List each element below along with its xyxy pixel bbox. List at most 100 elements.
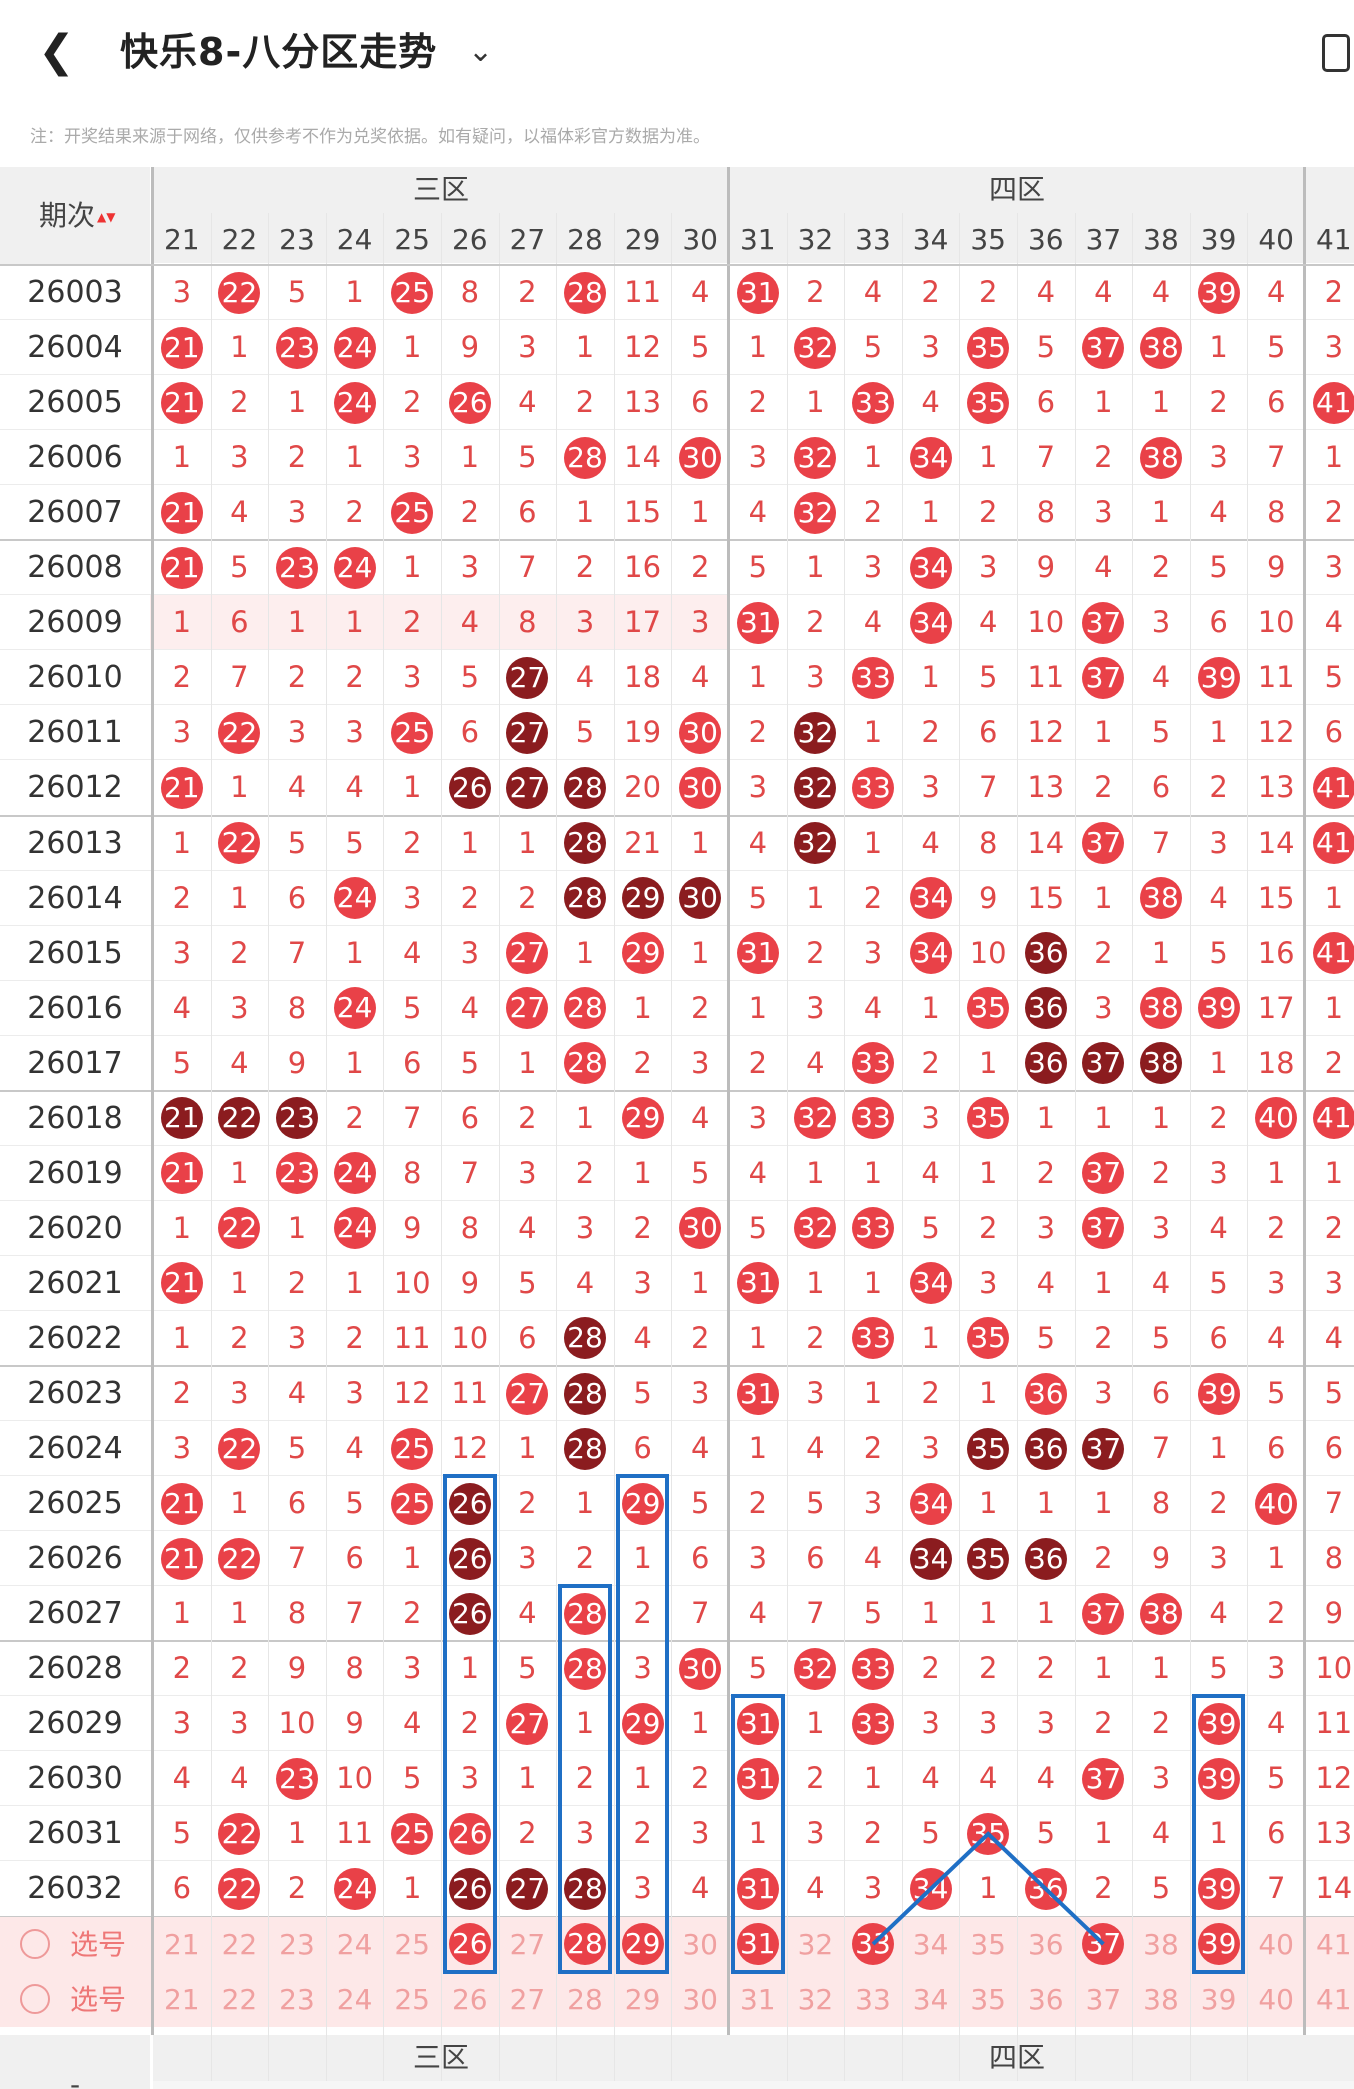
select-label[interactable]: 选号 [70, 1982, 127, 2016]
omission-count: 3 [172, 715, 192, 750]
drawn-number-ball: 21 [160, 766, 203, 809]
select-radio[interactable] [20, 1983, 50, 2014]
omission-count: 4 [748, 1155, 768, 1190]
omission-count: 1 [1094, 1651, 1113, 1686]
omission-count: 14 [1315, 1871, 1353, 1906]
omission-count: 4 [690, 1100, 710, 1135]
drawn-number-ball: 26 [448, 1812, 491, 1855]
drawn-number-ball: 27 [506, 1867, 549, 1910]
select-number[interactable]: 41 [1315, 1982, 1352, 2016]
select-number[interactable]: 24 [336, 1982, 373, 2016]
select-number[interactable]: 32 [797, 1982, 834, 2016]
select-number[interactable]: 30 [682, 1982, 718, 2016]
selected-number-ball[interactable]: 31 [736, 1923, 779, 1966]
select-number[interactable]: 39 [1200, 1982, 1237, 2016]
omission-count: 2 [287, 1871, 307, 1906]
row-divider [0, 1365, 1354, 1367]
select-number[interactable]: 35 [970, 1982, 1006, 2016]
drawn-number-ball: 28 [564, 1317, 606, 1360]
drawn-number-ball: 23 [276, 1152, 318, 1195]
device-icon[interactable] [1322, 34, 1350, 72]
select-number[interactable]: 27 [509, 1927, 546, 1961]
omission-count: 10 [1257, 605, 1295, 640]
omission-count: 2 [230, 1320, 249, 1355]
row-divider [0, 1254, 1354, 1256]
select-number[interactable]: 22 [221, 1927, 258, 1961]
select-number[interactable]: 23 [279, 1982, 315, 2016]
select-number[interactable]: 36 [1027, 1927, 1064, 1961]
omission-count: 1 [1151, 935, 1171, 970]
row-divider [0, 704, 1354, 706]
omission-count: 14 [1257, 825, 1295, 860]
drawn-number-ball: 33 [852, 1207, 894, 1250]
select-number[interactable]: 29 [624, 1982, 661, 2016]
select-number[interactable]: 26 [451, 1982, 488, 2016]
selected-number-ball[interactable]: 33 [852, 1923, 894, 1966]
back-arrow-icon[interactable]: ❮ [38, 26, 75, 77]
select-number[interactable]: 25 [394, 1982, 430, 2016]
select-number[interactable]: 28 [567, 1982, 603, 2016]
select-number[interactable]: 40 [1258, 1982, 1294, 2016]
select-number[interactable]: 27 [509, 1982, 546, 2016]
omission-count: 3 [633, 1651, 652, 1686]
drawn-number-ball: 33 [852, 766, 894, 809]
select-number[interactable]: 41 [1315, 1927, 1352, 1961]
selected-number-ball[interactable]: 37 [1082, 1923, 1125, 1966]
omission-count: 5 [1266, 1761, 1286, 1796]
omission-count: 3 [1151, 605, 1171, 640]
select-number[interactable]: 24 [336, 1927, 373, 1961]
drawn-number-ball: 29 [621, 1482, 664, 1525]
select-number[interactable]: 21 [163, 1927, 200, 1961]
column-divider [210, 213, 212, 2081]
select-number[interactable]: 34 [912, 1982, 949, 2016]
omission-count: 2 [518, 880, 537, 915]
omission-count: 4 [921, 1761, 940, 1796]
omission-count: 15 [1257, 880, 1295, 915]
select-number[interactable]: 38 [1143, 1982, 1179, 2016]
omission-count: 1 [806, 1706, 825, 1741]
column-number: 25 [383, 213, 441, 263]
drawn-number-ball: 28 [564, 766, 606, 809]
select-number[interactable]: 30 [682, 1927, 718, 1961]
omission-count: 4 [230, 1045, 249, 1080]
select-label[interactable]: 选号 [70, 1927, 127, 1961]
drawn-number-ball: 25 [391, 491, 434, 534]
trend-table: 期次 ▲▼ 三区 四区 21 22 23 24 25 26 27 28 29 30 31 32 33 34 35 36… [0, 167, 1354, 2089]
sort-icon[interactable]: ▲▼ [97, 210, 116, 224]
omission-count: 6 [1209, 605, 1228, 640]
select-number[interactable]: 40 [1258, 1927, 1294, 1961]
period-label: 26015 [27, 935, 123, 971]
select-number[interactable]: 38 [1143, 1927, 1179, 1961]
omission-count: 4 [172, 990, 192, 1025]
select-number[interactable]: 37 [1085, 1982, 1122, 2016]
omission-count: 2 [1094, 440, 1113, 475]
select-number[interactable]: 33 [855, 1982, 891, 2016]
select-number[interactable]: 23 [279, 1927, 315, 1961]
column-divider [556, 213, 558, 2081]
select-number[interactable]: 35 [970, 1927, 1006, 1961]
select-number[interactable]: 32 [797, 1927, 834, 1961]
chevron-down-icon[interactable]: ⌄ [468, 34, 494, 69]
drawn-number-ball: 22 [218, 1207, 261, 1250]
omission-count: 10 [393, 1265, 431, 1300]
select-number[interactable]: 21 [163, 1982, 200, 2016]
selected-number-ball[interactable]: 29 [621, 1923, 664, 1966]
select-number[interactable]: 22 [221, 1982, 258, 2016]
select-number[interactable]: 31 [739, 1982, 776, 2016]
omission-count: 11 [1315, 1706, 1353, 1741]
select-radio[interactable] [20, 1928, 50, 1959]
omission-count: 2 [921, 715, 940, 750]
omission-count: 5 [1209, 1651, 1228, 1686]
period-label: 26009 [27, 605, 123, 641]
select-number[interactable]: 25 [394, 1927, 430, 1961]
omission-count: 13 [1027, 770, 1065, 805]
select-number[interactable]: 36 [1027, 1982, 1064, 2016]
omission-count: 3 [345, 715, 364, 750]
selected-number-ball[interactable]: 28 [564, 1923, 606, 1966]
select-number[interactable]: 34 [912, 1927, 949, 1961]
omission-count: 2 [806, 275, 825, 309]
drawn-number-ball: 21 [160, 326, 203, 369]
selected-number-ball[interactable]: 26 [448, 1923, 491, 1966]
column-divider [1189, 213, 1191, 2081]
selected-number-ball[interactable]: 39 [1197, 1923, 1240, 1966]
